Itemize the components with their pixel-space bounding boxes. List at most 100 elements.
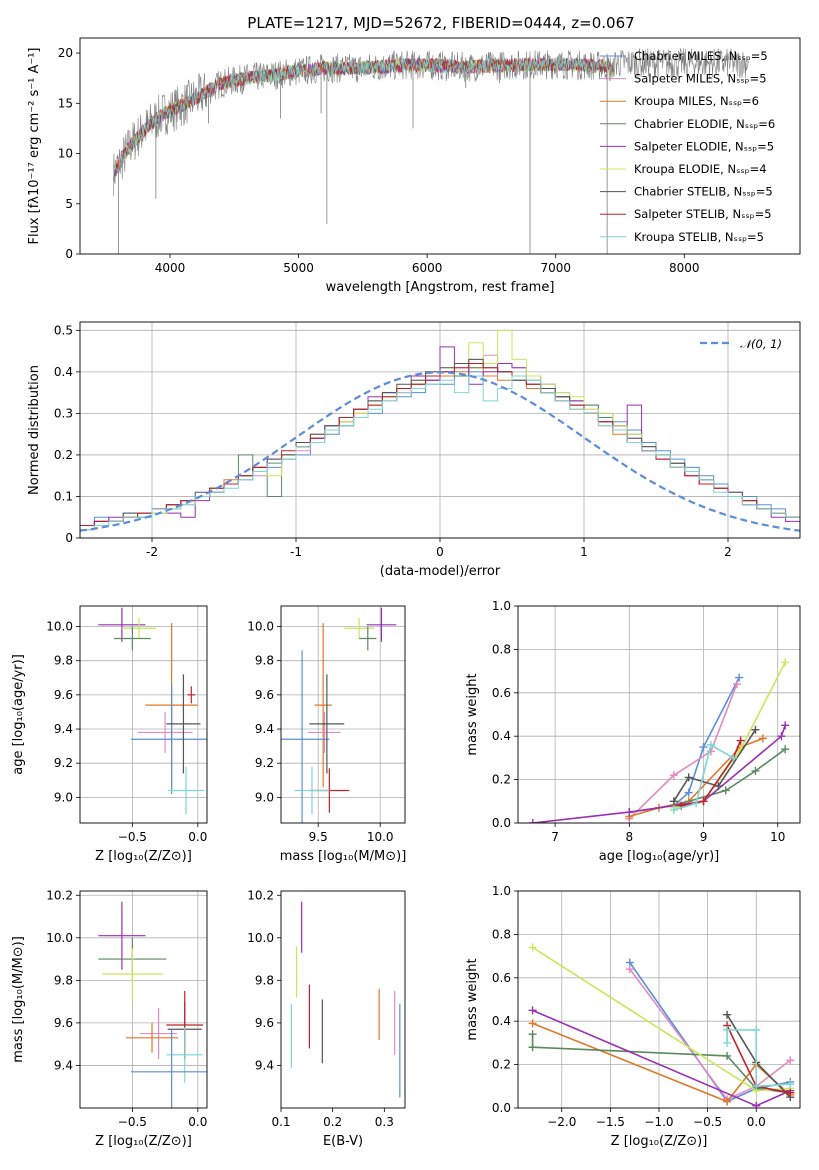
age-vs-mass-panel: 9.5 10.0 9.0 9.2 9.4 9.6 9.8 10.0 mass [log₁₀(M/… bbox=[247, 605, 406, 864]
weight-point-marker bbox=[699, 743, 708, 752]
x-tick-label: 4000 bbox=[155, 261, 186, 275]
weight-point-marker bbox=[528, 1019, 537, 1028]
weight-point-marker bbox=[528, 943, 537, 952]
y-axis-label: mass weight bbox=[465, 958, 480, 1040]
x-tick-label: 7000 bbox=[540, 261, 571, 275]
axes-frame bbox=[517, 605, 801, 824]
weight-point-marker bbox=[729, 753, 738, 762]
weight-point-marker bbox=[723, 1097, 732, 1106]
y-tick-label: 10.0 bbox=[247, 620, 274, 634]
weight-point-marker bbox=[786, 1080, 795, 1089]
x-axis-label: E(B-V) bbox=[323, 1134, 363, 1149]
y-tick-label: 10.0 bbox=[247, 931, 274, 945]
plot-area bbox=[528, 658, 790, 823]
legend-entry: Salpeter ELODIE, Nₛₛₚ=5 bbox=[634, 139, 774, 153]
y-tick-label: 9.6 bbox=[255, 1016, 274, 1030]
plot-area bbox=[290, 901, 401, 1098]
plot-area bbox=[80, 329, 800, 532]
x-tick-label: 0.0 bbox=[188, 830, 207, 844]
x-tick-label: -1 bbox=[290, 545, 302, 559]
y-tick-label: 0.3 bbox=[54, 406, 73, 420]
y-tick-label: 0 bbox=[65, 247, 73, 261]
x-tick-label: -2 bbox=[146, 545, 158, 559]
figure-title: PLATE=1217, MJD=52672, FIBERID=0444, z=0… bbox=[247, 14, 634, 32]
x-tick-label: 6000 bbox=[412, 261, 443, 275]
y-tick-label: 1.0 bbox=[492, 884, 511, 898]
plot-area bbox=[98, 901, 207, 1108]
y-tick-label: 0.8 bbox=[492, 642, 511, 656]
weight-vs-z-panel: −2.0 −1.5 −1.0 −0.5 0.0 0.0 0.2 0.4 0.6 0.8 1.0 Z [… bbox=[465, 884, 801, 1149]
y-tick-label: 0.4 bbox=[54, 365, 73, 379]
y-tick-label: 10.2 bbox=[46, 888, 73, 902]
x-tick-label: 8 bbox=[625, 830, 633, 844]
y-tick-label: 0.6 bbox=[492, 971, 511, 985]
y-tick-label: 9.4 bbox=[255, 722, 274, 736]
weight-point-marker bbox=[786, 1056, 795, 1065]
weight-point-marker bbox=[751, 725, 760, 734]
weight-point-marker bbox=[786, 1088, 795, 1097]
weight-point-marker bbox=[625, 965, 634, 974]
y-tick-label: 0.8 bbox=[492, 927, 511, 941]
legend-entry: Chabrier MILES, Nₛₛₚ=5 bbox=[634, 49, 768, 63]
legend-entry: Chabrier STELIB, Nₛₛₚ=5 bbox=[634, 185, 773, 199]
weight-point-marker bbox=[723, 1038, 732, 1047]
x-tick-label: 10 bbox=[770, 830, 785, 844]
y-axis-label: age [log₁₀(age/yr)] bbox=[11, 654, 26, 775]
weight-point-marker bbox=[714, 782, 723, 791]
weight-point-marker bbox=[758, 734, 767, 743]
legend-entry: Kroupa ELODIE, Nₛₛₚ=4 bbox=[634, 162, 767, 176]
weight-point-marker bbox=[528, 1006, 537, 1015]
age-vs-z-panel: −0.5 0.0 9.0 9.2 9.4 9.6 9.8 10.0 Z [log₁₀(Z/Z⊙)… bbox=[11, 605, 208, 864]
legend-entry: Kroupa MILES, Nₛₛₚ=6 bbox=[634, 94, 759, 108]
weight-point-marker bbox=[528, 1043, 537, 1052]
y-axis-label: mass [log₁₀(M/M⊙)] bbox=[11, 936, 26, 1063]
legend-entry: Chabrier ELODIE, Nₛₛₚ=6 bbox=[634, 117, 775, 131]
x-tick-label: 0.0 bbox=[188, 1115, 207, 1129]
x-tick-label: 9.5 bbox=[309, 830, 328, 844]
x-tick-label: −1.5 bbox=[596, 1115, 625, 1129]
y-tick-label: 9.0 bbox=[255, 790, 274, 804]
weight-series-line bbox=[673, 677, 740, 807]
x-axis-label: Z [log₁₀(Z/Z⊙)] bbox=[95, 1134, 192, 1149]
weight-vs-age-panel: 7 8 9 10 0.0 0.2 0.4 0.6 0.8 1.0 age [log₁₀(age/yr… bbox=[465, 599, 801, 864]
x-tick-label: 8000 bbox=[669, 261, 700, 275]
weight-point-marker bbox=[781, 721, 790, 730]
y-tick-label: 0.2 bbox=[54, 448, 73, 462]
model-spectrum-line bbox=[113, 57, 614, 181]
x-tick-label: 2 bbox=[724, 545, 732, 559]
residuals-legend: 𝒩(0, 1) bbox=[700, 337, 782, 351]
x-tick-label: −2.0 bbox=[547, 1115, 576, 1129]
x-axis-label: Z [log₁₀(Z/Z⊙)] bbox=[611, 1134, 708, 1149]
x-tick-label: 0.0 bbox=[747, 1115, 766, 1129]
y-tick-label: 9.6 bbox=[54, 1016, 73, 1030]
y-tick-label: 9.8 bbox=[255, 654, 274, 668]
histogram-step bbox=[80, 375, 800, 531]
weight-point-marker bbox=[751, 766, 760, 775]
axes-frame bbox=[280, 605, 406, 824]
x-tick-label: −0.5 bbox=[693, 1115, 722, 1129]
weight-series-line bbox=[628, 683, 738, 820]
model-spectrum-line bbox=[113, 57, 614, 181]
legend-entry: Salpeter STELIB, Nₛₛₚ=5 bbox=[634, 207, 772, 221]
x-tick-label: 0.3 bbox=[375, 1115, 394, 1129]
weight-point-marker bbox=[684, 788, 693, 797]
y-tick-label: 9.2 bbox=[255, 756, 274, 770]
x-tick-label: −1.0 bbox=[644, 1115, 673, 1129]
y-axis-label: Normed distribution bbox=[27, 365, 42, 495]
weight-point-marker bbox=[752, 1082, 761, 1091]
residuals-panel: -2 -1 0 1 2 0 0.1 0.2 0.3 0.4 0.5 (data-model)/erro… bbox=[27, 321, 801, 579]
y-tick-label: 10 bbox=[58, 147, 73, 161]
weight-point-marker bbox=[699, 797, 708, 806]
weight-point-marker bbox=[723, 1010, 732, 1019]
y-tick-label: 9.2 bbox=[54, 756, 73, 770]
plot-area bbox=[98, 607, 207, 815]
axes-frame bbox=[79, 37, 801, 255]
y-tick-label: 0.4 bbox=[492, 1014, 511, 1028]
y-tick-label: 9.4 bbox=[255, 1058, 274, 1072]
weight-point-marker bbox=[736, 736, 745, 745]
weight-point-marker bbox=[669, 797, 678, 806]
legend-entry: Salpeter MILES, Nₛₛₚ=5 bbox=[634, 72, 767, 86]
weight-point-marker bbox=[732, 680, 741, 689]
